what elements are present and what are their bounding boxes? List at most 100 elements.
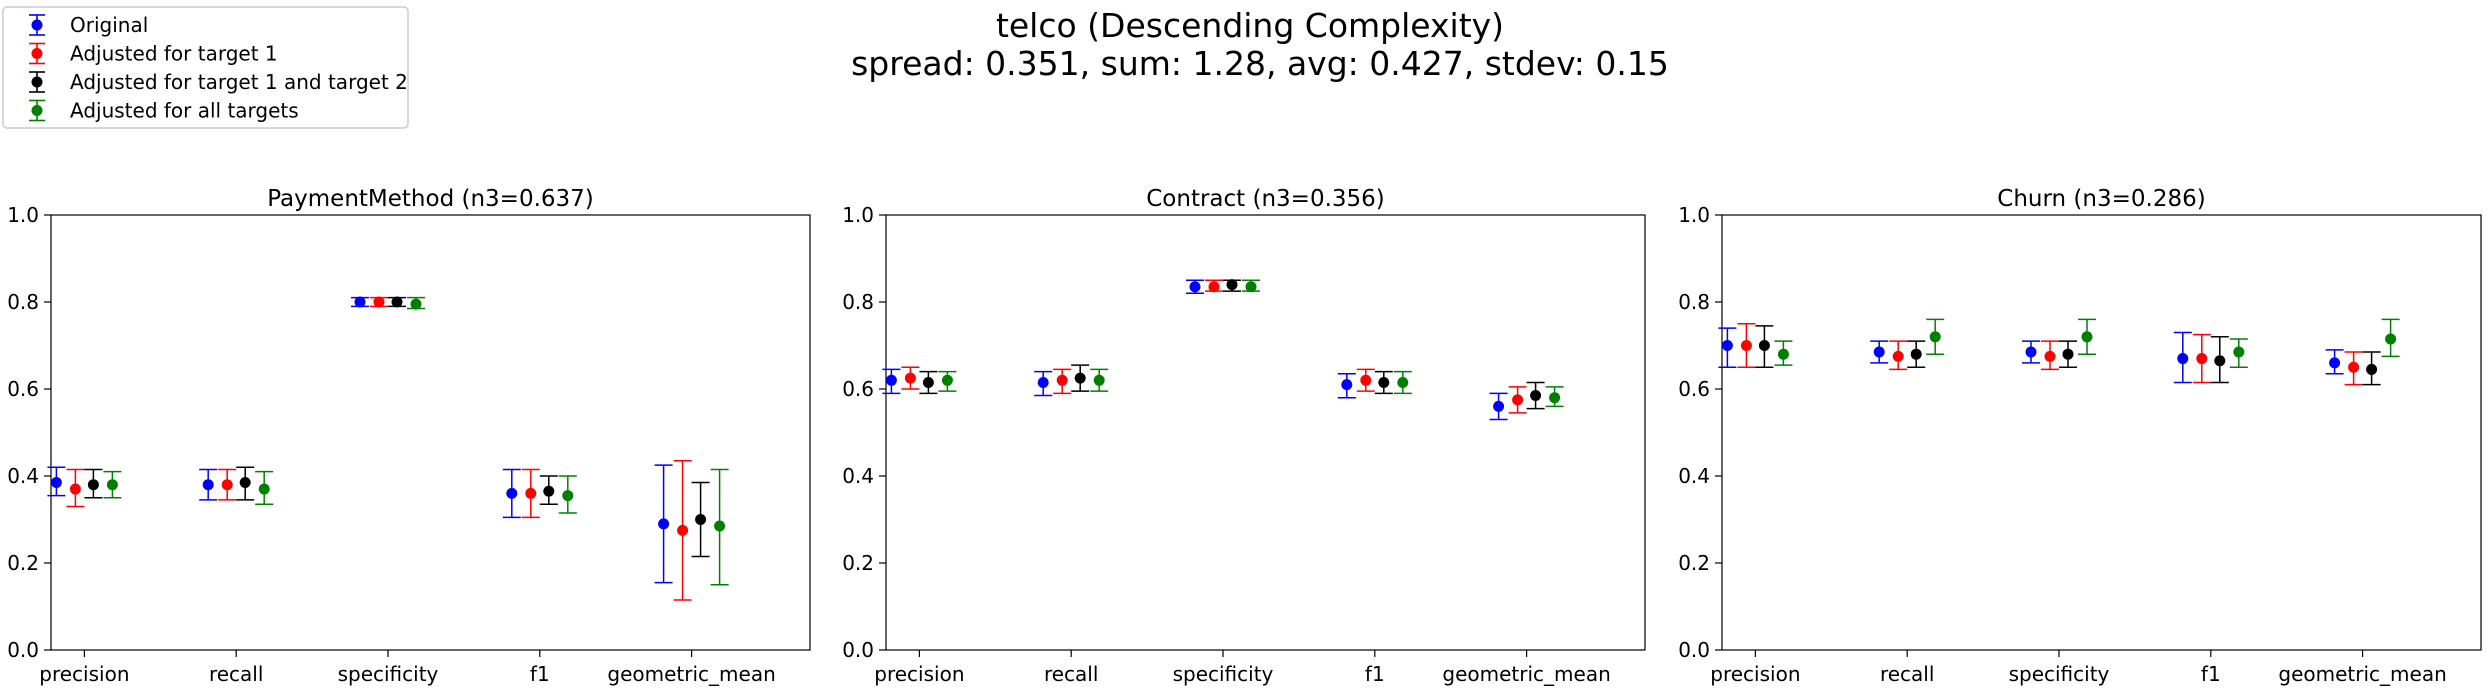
axes-frame [1721,214,2482,651]
data-point-specificity [1226,279,1238,291]
data-point-precision [904,372,916,384]
y-tick-label: 0.0 [1678,638,1710,662]
x-tick-label-f1: f1 [530,662,550,686]
x-tick-label-geometric-mean: geometric_mean [1442,662,1610,686]
legend: Original Adjusted for target 1 Adjusted fo… [2,6,409,129]
series-original [882,279,1508,421]
y-tick-label: 0.6 [1678,377,1710,401]
legend-frame [2,6,409,129]
data-point-precision [885,374,897,386]
series-adjusted-for-all-targets [938,279,1564,408]
panel-title: Contract (n3=0.356) [1146,186,1385,212]
data-point-geometric-mean [2329,357,2341,369]
data-point-recall [1074,372,1086,384]
y-tick-label: 0.2 [842,551,874,575]
series-adjusted-for-all-targets [1774,318,2400,368]
data-point-geometric-mean [695,514,707,525]
data-point-geometric-mean [677,524,689,536]
y-tick-label: 0.2 [7,551,39,575]
y-tick-label: 0.0 [842,638,874,662]
y-tick-label: 0.2 [1678,551,1710,575]
series-original [1718,327,2344,384]
y-tick-label: 0.8 [842,290,874,314]
series-adjusted-for-target-1-and-target-2 [1755,325,2381,386]
data-point-geometric-mean [1512,394,1524,406]
data-point-f1 [1360,374,1372,386]
data-point-specificity [410,298,422,310]
panel-churn: Churn (n3=0.286) 0.0 0.2 0.4 0.6 0.8 1.0 precis… [1678,186,2482,686]
data-point-recall [1892,350,1904,362]
data-point-f1 [1397,376,1409,388]
y-tick-label: 0.4 [842,464,874,488]
data-point-precision [87,479,99,491]
data-point-recall [221,479,233,491]
data-point-geometric-mean [2385,333,2397,345]
data-point-f1 [525,487,537,499]
y-tick-label: 0.8 [7,290,39,314]
data-point-recall [258,483,270,495]
x-tick-label-precision: precision [39,662,129,686]
data-point-precision [106,479,118,491]
legend-marker-point [31,48,43,59]
data-point-specificity [373,296,385,308]
data-point-precision [1721,340,1733,351]
data-point-geometric-mean [2366,363,2378,375]
series-adjusted-for-target-1-and-target-2 [84,296,710,558]
data-point-recall [239,477,251,489]
y-tick-label: 1.0 [1678,203,1710,227]
data-point-specificity [1208,281,1220,293]
data-point-geometric-mean [658,518,670,530]
y-tick-label: 0.4 [1678,464,1710,488]
x-tick-label-precision: precision [874,662,964,686]
legend-marker-point [31,19,43,31]
data-point-f1 [506,487,518,499]
x-tick-label-recall: recall [1044,662,1098,686]
legend-item-adjusted-for-all-targets: Adjusted for all targets [29,99,299,123]
data-point-specificity [2062,348,2074,360]
data-point-f1 [543,485,555,497]
data-point-geometric-mean [1493,400,1505,412]
data-point-recall [1093,374,1105,386]
legend-item-original: Original [29,13,148,37]
data-point-specificity [1189,281,1201,293]
data-point-recall [1873,346,1885,358]
x-tick-label-f1: f1 [2201,662,2221,686]
figure-title-line1: telco (Descending Complexity) [996,6,1504,45]
series-adjusted-for-target-1 [1737,323,2363,386]
x-tick-label-recall: recall [209,662,263,686]
data-point-specificity [354,296,366,308]
data-point-geometric-mean [2348,361,2360,373]
data-point-precision [1758,340,1770,351]
y-tick-label: 0.6 [842,377,874,401]
data-point-specificity [2081,331,2093,343]
x-tick-label-specificity: specificity [2009,662,2110,686]
data-point-f1 [2196,353,2208,365]
x-tick-label-precision: precision [1710,662,1800,686]
data-point-recall [1037,376,1049,388]
data-point-precision [1740,340,1752,351]
series-original [47,296,673,584]
y-tick-label: 1.0 [842,203,874,227]
legend-label: Original [70,13,148,37]
series-adjusted-for-target-1 [901,279,1527,414]
data-point-f1 [1341,379,1353,391]
data-point-precision [69,483,81,495]
data-point-precision [50,477,62,489]
legend-label: Adjusted for all targets [70,99,299,123]
panel-contract: Contract (n3=0.356) 0.0 0.2 0.4 0.6 0.8 1.0 pre… [842,186,1646,686]
x-tick-label-specificity: specificity [1173,662,1274,686]
data-point-specificity [2025,346,2037,358]
data-point-recall [202,479,214,491]
series-adjusted-for-target-1 [66,296,692,601]
axes-frame [50,214,811,651]
y-tick-label: 1.0 [7,203,39,227]
x-tick-label-geometric-mean: geometric_mean [2278,662,2446,686]
legend-label: Adjusted for target 1 [70,42,278,66]
data-point-f1 [1378,376,1390,388]
y-tick-label: 0.6 [7,377,39,401]
legend-marker-point [31,105,43,116]
panel-title: Churn (n3=0.286) [1997,186,2205,212]
data-point-geometric-mean [1549,392,1561,404]
x-tick-label-specificity: specificity [338,662,439,686]
legend-label: Adjusted for target 1 and target 2 [70,70,408,94]
